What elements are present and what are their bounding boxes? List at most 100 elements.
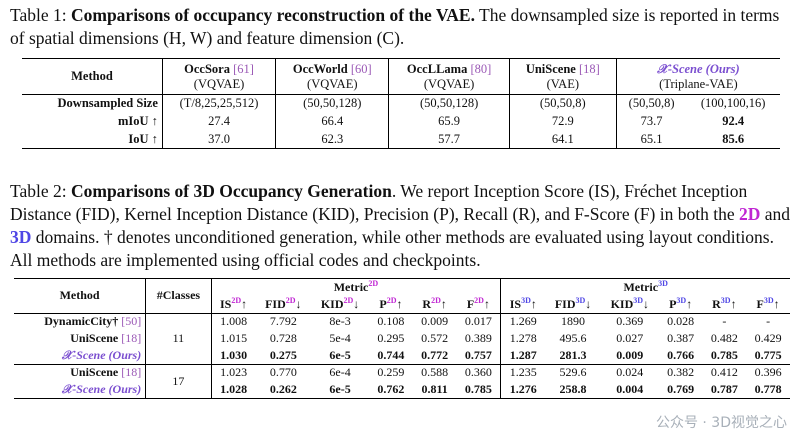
table1-col-header: OccLLama [80] (VQVAE) — [388, 58, 510, 95]
table1-cell: (50,50,128) — [388, 94, 510, 113]
table1-col-header: UniScene [18] (VAE) — [509, 58, 617, 95]
table2-cell: 0.770 — [269, 365, 297, 380]
table2-label: Table 2: — [10, 181, 67, 201]
table2-desc-1: . We report Inception Score (IS), Fréche… — [10, 181, 748, 224]
col-name: UniScene [18] — [514, 62, 612, 77]
watermark: 公众号 · 3D视觉之心 — [655, 415, 787, 431]
row-label: Downsampled Size — [22, 94, 163, 113]
table2-cell: 0.024 — [616, 365, 644, 380]
table2-cell: 0.482 — [710, 331, 738, 345]
classes-cell: 11 — [145, 313, 212, 364]
table2-row: 𝒳-Scene (Ours) 1.030 0.275 6e-5 0.744 0.772 0.… — [14, 347, 790, 364]
table1: Method OccSora [61] (VQVAE) OccWorld [60](… — [22, 58, 780, 149]
col-method-name: OccSora — [184, 61, 230, 76]
table1-row: mIoU ↑ 27.4 66.4 65.9 72.9 73.7 92.4 — [22, 112, 780, 131]
metric-header: FID3D↓ — [554, 295, 592, 311]
table2-cell: 0.369 — [616, 314, 644, 329]
table2-cell: 0.295 — [377, 331, 405, 345]
method-name: UniScene — [70, 365, 119, 380]
table1-cell: 37.0 — [162, 130, 277, 149]
table2-cell: 0.757 — [456, 347, 502, 364]
table2-cell: 0.572 — [421, 331, 449, 345]
col-name: OccLLama [80] — [393, 62, 504, 77]
table1-cell: (T/8,25,25,512) — [162, 94, 277, 113]
table2-cell: 0.389 — [456, 330, 502, 347]
table2-method-header: Method — [14, 278, 147, 313]
caption-2d-word: 2D — [738, 204, 761, 224]
metric-header: FID2D↓ — [265, 295, 302, 311]
metric-sup: 3D — [521, 295, 531, 305]
table1-row: Downsampled Size (T/8,25,25,512) (50,50,12… — [22, 94, 780, 113]
table2-cell: 1.235 — [509, 365, 537, 380]
metric-header: IS2D↑ — [220, 295, 248, 311]
table2-cell: 529.6 — [559, 365, 587, 380]
table2-cell: 0.275 — [269, 347, 297, 362]
table1-cell: 65.1 — [640, 131, 663, 146]
metric-sup: 3D — [763, 295, 774, 305]
table1-cell: 73.7 — [640, 114, 663, 128]
table2-cell: 0.028 — [667, 314, 695, 329]
method-name: 𝒳-Scene (Ours) — [61, 347, 142, 362]
table2-cell: 495.6 — [559, 331, 587, 345]
metric-header: R2D↑ — [422, 295, 447, 311]
metric-header: KID3D↓ — [610, 295, 650, 311]
table2-row: DynamicCity† [50] 11 1.008 7.792 8e-3 0.108 0.… — [14, 313, 790, 364]
col-subtitle: (VAE) — [546, 76, 579, 91]
metric-header: IS3D↑ — [509, 295, 537, 311]
table2-cell: 0.387 — [667, 331, 695, 345]
metric-sup: 2D — [231, 295, 242, 305]
table2-row: UniScene [18] 17 1.023 0.770 6e-4 0.259 0.588 0… — [14, 364, 790, 398]
col-name: OccSora [61] — [167, 62, 271, 77]
table1-title: Comparisons of occupancy reconstruction … — [70, 5, 475, 25]
table2-cell: 0.412 — [710, 365, 738, 380]
table1-col-header: OccSora [61] (VQVAE) — [162, 58, 277, 95]
col-subtitle: (VQVAE) — [423, 76, 475, 91]
table2-cell: 1890 — [561, 314, 586, 329]
table1-cell: 92.4 — [722, 114, 745, 128]
metric-sup: 2D — [431, 295, 441, 305]
citation: [50] — [121, 314, 142, 329]
col-subtitle: (Triplane-VAE) — [659, 76, 738, 91]
table2-cell: 0.259 — [377, 365, 405, 380]
col-method-name: OccLLama — [406, 61, 468, 76]
metric-sup: 3D — [676, 295, 687, 305]
table2-cell: 0.766 — [667, 347, 695, 362]
method-name: UniScene — [70, 331, 119, 345]
table1-cell: 57.7 — [388, 130, 510, 149]
table2-cell: 1.008 — [220, 314, 248, 329]
table2-cell: 0.785 — [456, 381, 502, 398]
metric-sup: 3D — [633, 295, 644, 305]
citation: [18] — [121, 331, 142, 345]
method-cell: UniScene [18] — [14, 364, 147, 381]
table2-cell: 0.772 — [421, 347, 449, 362]
table2-cell: 6e-5 — [329, 381, 351, 396]
metric-header: F3D↑ — [756, 295, 780, 311]
sup-2d: 2D — [368, 279, 379, 288]
table1-cell: (50,50,8) — [509, 94, 617, 113]
table1-cell: 64.1 — [509, 130, 617, 149]
col-method-name: OccWorld — [292, 61, 348, 76]
table2-cell: 0.009 — [616, 347, 644, 362]
table2-cell: 1.028 — [220, 381, 248, 396]
table1-description: The downsampled size is reported in term… — [10, 5, 780, 48]
sup-3d: 3D — [658, 279, 668, 288]
citation: [18] — [121, 365, 142, 380]
table2-cell: 0.382 — [667, 365, 695, 380]
table2-header-row-2: IS2D↑ FID2D↓ KID2D↓ P2D↑ R2D↑ F2D↑ IS3D↑ FID3D↓… — [14, 295, 790, 313]
table2-desc-2: domains. † denotes unconditioned generat… — [10, 227, 774, 270]
table2-cell: 1.269 — [509, 314, 537, 329]
metric-3d-header: Metric3D — [623, 279, 668, 294]
method-name: 𝒳-Scene (Ours) — [61, 381, 142, 396]
col-name: OccWorld [60] — [280, 62, 384, 77]
table1-cell: (100,100,16) — [700, 96, 766, 111]
table2-cell: 0.017 — [456, 313, 502, 330]
table2-cell: 1.278 — [509, 331, 537, 345]
metric-sup: 3D — [575, 295, 586, 305]
table1-header-row: Method OccSora [61] (VQVAE) OccWorld [60](… — [22, 58, 780, 95]
metric-sup: 3D — [720, 295, 731, 305]
table2-cell: 0.396 — [754, 365, 782, 380]
col-method-name: 𝒳-Scene (Ours) — [657, 61, 740, 76]
metric-header: R3D↑ — [712, 295, 737, 311]
citation: [18] — [578, 61, 600, 76]
table2-cell: 0.775 — [754, 347, 782, 362]
